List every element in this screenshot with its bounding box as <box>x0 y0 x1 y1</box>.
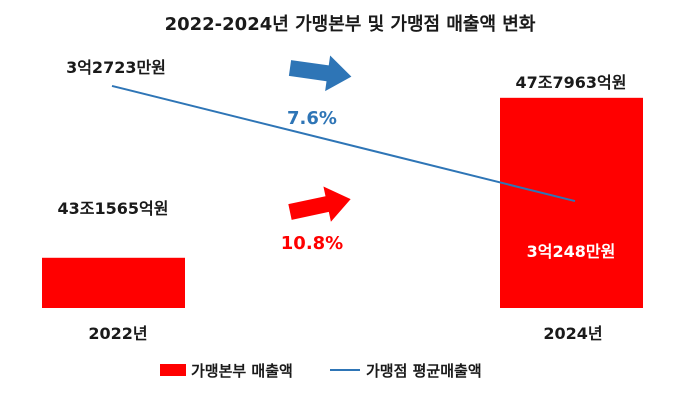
legend-swatch-bar <box>160 364 186 376</box>
annotation-blue-percent: 7.6% <box>287 108 337 129</box>
legend: 가맹본부 매출액 가맹점 평균매출액 <box>160 362 482 380</box>
legend-label-line: 가맹점 평균매출액 <box>366 362 482 380</box>
arrow-right-icon <box>288 186 351 222</box>
arrow-right-icon <box>288 55 352 92</box>
line-label-2024: 3억248만원 <box>527 242 616 261</box>
line-label-2022: 3억2723만원 <box>66 58 166 77</box>
legend-label-bar: 가맹본부 매출액 <box>191 362 293 380</box>
annotation-red-percent: 10.8% <box>281 233 343 254</box>
bar-2022 <box>42 257 185 308</box>
bar-label-2024: 47조7963억원 <box>516 73 627 92</box>
bar-2024 <box>500 97 643 308</box>
category-label-2024: 2024년 <box>543 324 602 343</box>
bar-label-2022: 43조1565억원 <box>58 199 169 218</box>
avg-sales-line <box>111 84 576 203</box>
chart-title: 2022-2024년 가맹본부 및 가맹점 매출액 변화 <box>165 14 536 35</box>
category-label-2022: 2022년 <box>88 324 147 343</box>
